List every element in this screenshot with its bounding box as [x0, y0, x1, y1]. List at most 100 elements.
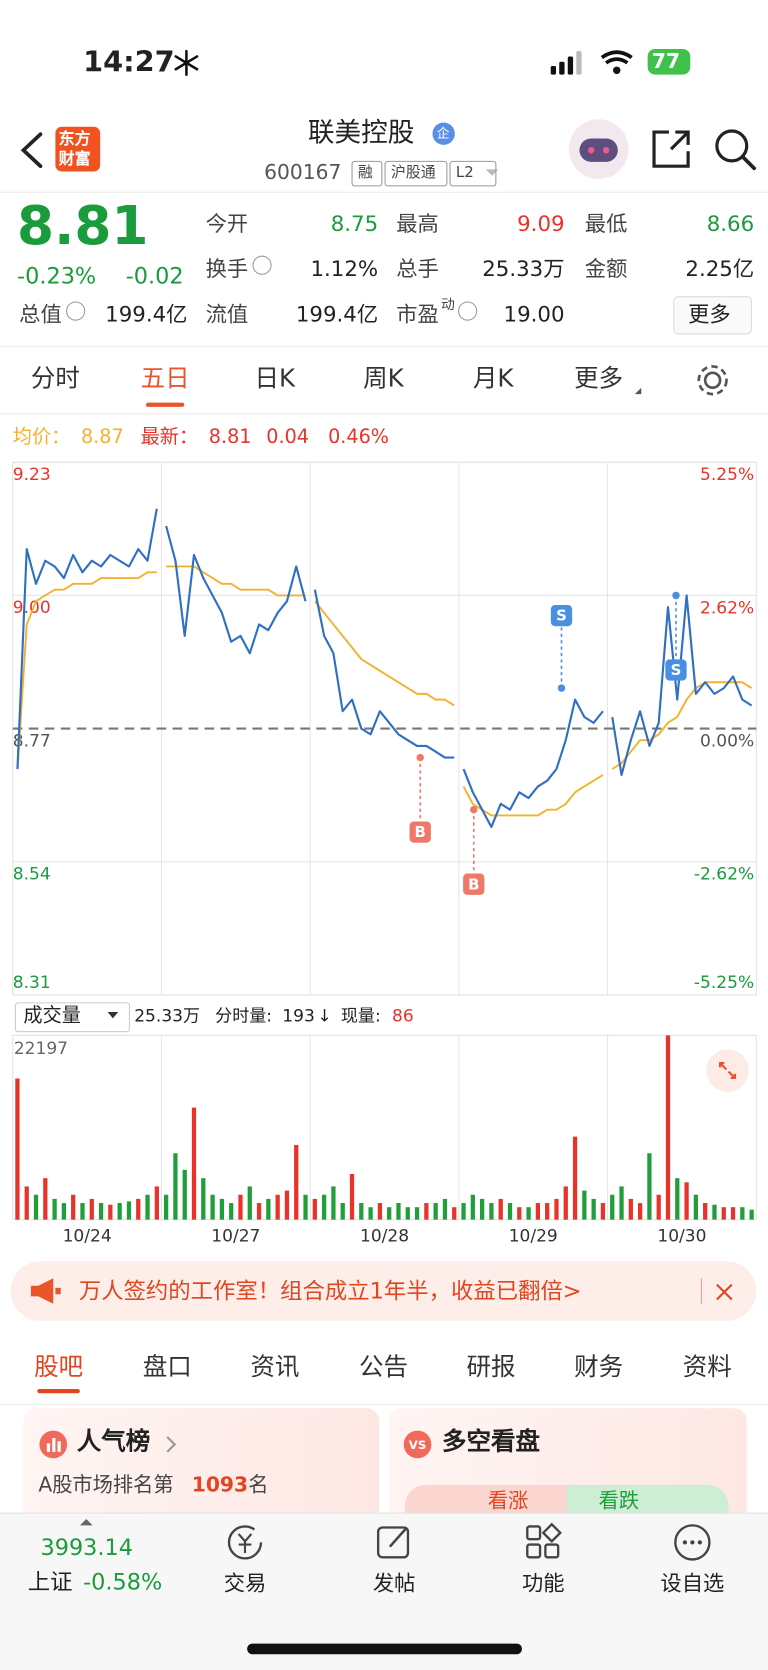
dropdown-icon[interactable] — [107, 1010, 120, 1021]
content-tab[interactable]: 股吧 — [34, 1353, 84, 1382]
current-volume: 86 — [391, 1005, 414, 1026]
volume-bar — [229, 1203, 234, 1220]
period-tab[interactable]: 分时 — [30, 365, 80, 394]
period-tab[interactable]: 月K — [472, 365, 514, 394]
stock-code: 600167 — [264, 160, 342, 185]
index-change[interactable]: -0.58% — [83, 1569, 163, 1595]
expand-index[interactable] — [79, 1517, 94, 1528]
content-tab[interactable]: 资讯 — [250, 1353, 300, 1382]
volume-bar — [749, 1209, 754, 1220]
volume-bar — [684, 1182, 689, 1220]
banner-text[interactable]: 万人签约的工作室！组合成立1年半，收益已翻倍> — [78, 1278, 582, 1304]
settings-button[interactable] — [695, 362, 731, 398]
stat-label: 流值 — [205, 301, 249, 328]
nav-label[interactable]: 交易 — [223, 1570, 267, 1596]
volume-selector-label[interactable]: 成交量 — [23, 1004, 81, 1027]
period-tab[interactable]: 五日 — [140, 365, 190, 394]
trade-icon[interactable] — [224, 1521, 267, 1564]
card-title[interactable]: 人气榜 — [76, 1428, 151, 1457]
volume-bar — [210, 1194, 215, 1220]
volume-bar — [582, 1190, 587, 1220]
volume-bar — [219, 1198, 225, 1220]
stat-label: 最低 — [584, 210, 628, 237]
period-tab[interactable]: 周K — [363, 365, 404, 394]
volume-bar — [15, 1078, 20, 1220]
nav-label[interactable]: 功能 — [521, 1570, 565, 1596]
volume-bar — [24, 1186, 29, 1220]
back-button[interactable] — [15, 130, 47, 170]
more-button[interactable] — [673, 296, 753, 335]
latest-change: 0.04 — [266, 426, 309, 449]
volume-bar — [43, 1178, 48, 1220]
function-icon[interactable] — [522, 1521, 565, 1564]
index-value[interactable]: 3993.14 — [40, 1534, 133, 1561]
volume-bar — [80, 1203, 85, 1220]
assistant-avatar[interactable] — [567, 117, 631, 181]
annotation-point — [416, 753, 424, 762]
content-tab[interactable]: 公告 — [358, 1353, 408, 1382]
volume-bar — [703, 1203, 708, 1220]
stat-label-sup: 动 — [440, 297, 455, 314]
chart: 8.31 8.54 8.77 9.00 9.23 -5.25% -2.62% 0.00% 2.6… — [12, 461, 757, 1247]
search-button[interactable] — [712, 126, 759, 173]
volume-bar — [284, 1190, 290, 1220]
period-tab[interactable]: 更多 — [574, 365, 624, 394]
bear-label[interactable]: 看跌 — [598, 1489, 640, 1513]
stat-label: 换手 — [205, 255, 249, 282]
divider — [0, 191, 768, 193]
more-label[interactable]: 更多 — [688, 301, 731, 328]
stat-label: 最高 — [396, 210, 439, 237]
expand-button[interactable] — [705, 1048, 750, 1093]
volume-bar — [275, 1194, 280, 1220]
rank-suffix: 名 — [248, 1473, 269, 1497]
tag-box — [384, 160, 448, 187]
content-tab[interactable]: 研报 — [466, 1353, 516, 1382]
watchlist-icon[interactable] — [671, 1521, 714, 1564]
content-tab[interactable]: 盘口 — [142, 1353, 192, 1382]
annotation-badge — [409, 821, 431, 843]
volume-bar — [145, 1194, 150, 1220]
annotation-badge — [550, 604, 573, 627]
card-title[interactable]: 多空看盘 — [442, 1428, 541, 1457]
volume-bar — [89, 1198, 94, 1220]
volume-bar — [526, 1207, 531, 1220]
tick-volume-label: 分时量: — [215, 1005, 273, 1026]
volume-total: 25.33万 — [134, 1005, 201, 1026]
battery-level: 77 — [651, 50, 681, 74]
volume-bar — [201, 1178, 206, 1220]
divider — [0, 346, 768, 348]
close-banner[interactable] — [714, 1281, 735, 1302]
volume-bar — [126, 1201, 132, 1220]
annotation-badge — [463, 873, 485, 895]
volume-bar — [349, 1173, 355, 1220]
volume-selector[interactable] — [14, 1002, 130, 1033]
y-tick-label: 9.00 — [13, 598, 51, 618]
content-tab[interactable]: 财务 — [574, 1353, 624, 1382]
volume-bar — [637, 1203, 643, 1220]
bull-label[interactable]: 看涨 — [487, 1489, 529, 1513]
volume-bar — [591, 1198, 596, 1220]
volume-bar — [730, 1207, 736, 1220]
volume-bar — [470, 1194, 475, 1220]
period-tab[interactable]: 日K — [254, 365, 296, 394]
volume-bar — [517, 1207, 522, 1220]
chevron — [166, 1436, 177, 1453]
content-tab[interactable]: 资料 — [682, 1353, 732, 1382]
nav-label[interactable]: 设自选 — [660, 1570, 725, 1596]
popularity-card[interactable] — [23, 1408, 380, 1526]
share-button[interactable] — [648, 126, 695, 173]
annotation-point — [672, 591, 680, 600]
nav-label[interactable]: 发帖 — [372, 1570, 416, 1596]
annotation-label: B — [415, 823, 426, 841]
y2-tick-label: -5.25% — [694, 973, 754, 993]
vs-icon: VS — [403, 1430, 432, 1459]
index-name[interactable]: 上证 — [27, 1569, 73, 1595]
volume-bar — [61, 1203, 67, 1220]
volume-tick-label: 22197 — [14, 1039, 68, 1059]
post-icon[interactable] — [373, 1521, 416, 1564]
volume-bar — [433, 1203, 438, 1220]
volume-bar — [572, 1136, 578, 1220]
volume-bar — [721, 1207, 726, 1220]
banner[interactable] — [10, 1261, 757, 1321]
volume-bar — [387, 1207, 392, 1220]
